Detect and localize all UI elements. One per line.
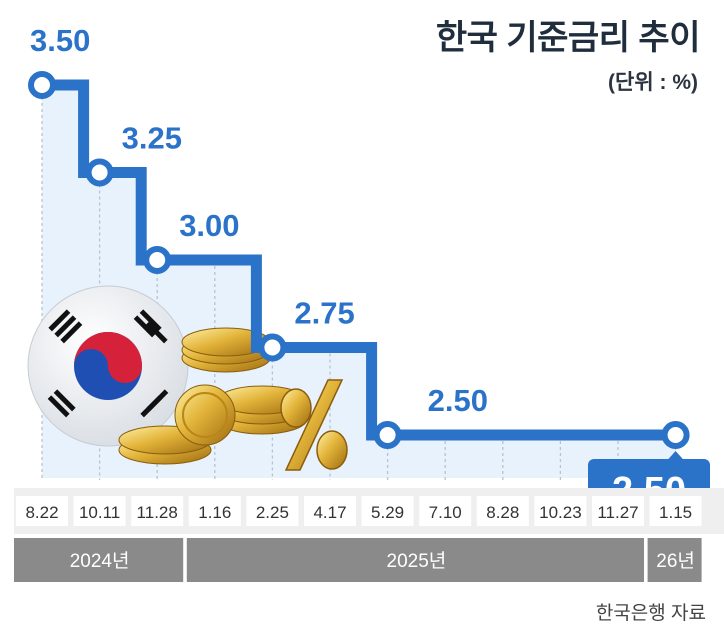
- x-tick-label: 7.10: [429, 503, 462, 522]
- data-point: [85, 158, 114, 187]
- value-label: 3.50: [30, 23, 90, 58]
- x-tick-label: 11.28: [137, 503, 178, 522]
- year-group-bar: [14, 538, 184, 582]
- x-tick-label: 1.16: [198, 503, 231, 522]
- date-cell: [649, 496, 702, 526]
- x-tick-label: 1.15: [659, 503, 692, 522]
- date-cell: [476, 496, 529, 526]
- value-label: 2.75: [294, 296, 354, 331]
- date-cell: [16, 496, 68, 526]
- value-label: 2.50: [428, 383, 488, 418]
- data-point: [143, 246, 172, 274]
- x-tick-label: 10.11: [79, 503, 120, 522]
- percent-symbol-icon: [280, 379, 348, 471]
- chart-title: 한국 기준금리 추이: [435, 19, 701, 57]
- date-cell: [246, 496, 299, 526]
- date-cell: [592, 496, 644, 526]
- year-group-label: 2024년: [70, 550, 130, 572]
- callout-pointer: [666, 451, 685, 461]
- trigram-icons: [47, 309, 169, 418]
- x-tick-label: 8.22: [25, 503, 58, 522]
- x-tick-label: 11.27: [597, 503, 638, 522]
- unit-label: (단위 : %): [608, 71, 698, 94]
- year-group-label: 2025년: [387, 550, 447, 572]
- data-point: [28, 71, 56, 99]
- gold-coins-icon: [118, 327, 307, 465]
- date-cell: [361, 496, 414, 526]
- data-point: [661, 421, 690, 449]
- source-note: 한국은행 자료: [595, 603, 706, 624]
- x-tick-label: 2.25: [256, 503, 289, 522]
- year-group-bar: [647, 538, 702, 582]
- date-cell: [73, 496, 126, 526]
- korean-flag-disc: [27, 285, 189, 447]
- data-point: [258, 333, 287, 362]
- date-cell: [188, 496, 241, 526]
- value-label: 3.25: [122, 121, 182, 156]
- year-group-label: 26년: [656, 550, 695, 572]
- taegeuk-icon: [74, 332, 142, 400]
- date-cell: [419, 496, 472, 526]
- data-point: [373, 421, 402, 449]
- x-tick-label: 5.29: [371, 503, 404, 522]
- value-label: 3.00: [179, 208, 239, 243]
- flag-and-coins-illustration: [27, 285, 348, 471]
- area-band: [42, 85, 676, 478]
- year-group-bar: [186, 538, 645, 582]
- x-tick-label: 4.17: [313, 503, 346, 522]
- date-cell: [534, 496, 587, 526]
- x-tick-label: 8.28: [486, 503, 519, 522]
- date-cell: [131, 496, 184, 526]
- date-cell: [304, 496, 356, 526]
- x-tick-label: 10.23: [539, 503, 582, 522]
